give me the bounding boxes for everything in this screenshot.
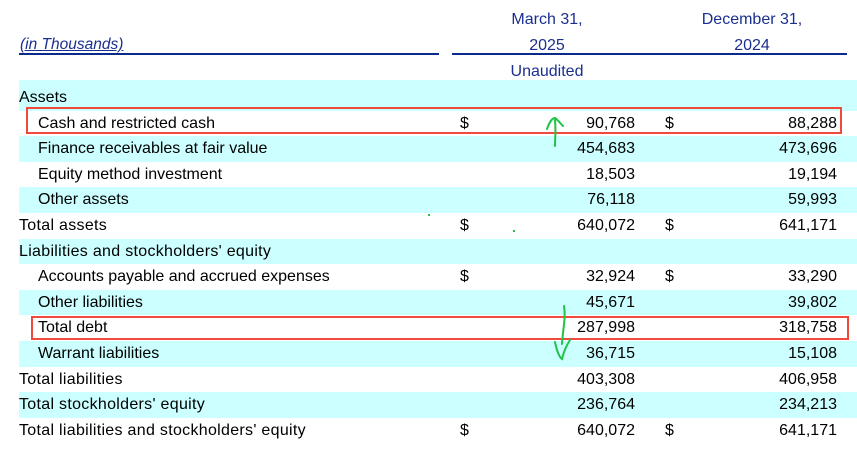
value-2025: 640,072: [577, 421, 635, 439]
value-2024: 641,171: [779, 421, 837, 439]
row-label: Other liabilities: [38, 293, 143, 311]
value-2024: 641,171: [779, 217, 837, 234]
table-row-total-assets: Total assets $ 640,072 $ 641,171: [19, 213, 857, 239]
value-2024: 406,958: [779, 370, 837, 388]
table-row-other-assets: Other assets 76,118 59,993: [19, 187, 857, 213]
row-label: Total liabilities and stockholders' equi…: [19, 421, 306, 439]
row-label: Accounts payable and accrued expenses: [38, 268, 330, 286]
table-row-liabilities-section: Liabilities and stockholders' equity: [19, 238, 857, 265]
currency-symbol: $: [665, 217, 674, 234]
table-row-cash: Cash and restricted cash $ 90,768 $ 88,2…: [19, 111, 857, 137]
currency-symbol: $: [460, 217, 469, 234]
row-label: Liabilities and stockholders' equity: [19, 242, 272, 260]
currency-symbol: $: [460, 268, 469, 286]
row-label: Total debt: [38, 319, 108, 337]
table-row-total-liabilities-and-equity: Total liabilities and stockholders' equi…: [19, 418, 857, 444]
row-label: Other assets: [38, 191, 129, 209]
table-row-other-liabilities: Other liabilities 45,671 39,802: [19, 289, 857, 316]
row-label: Finance receivables at fair value: [38, 140, 268, 158]
table-row-accounts-payable: Accounts payable and accrued expenses $ …: [19, 264, 857, 290]
value-2025: 32,924: [586, 268, 635, 286]
col1-header-line2: 2025: [529, 37, 565, 54]
value-2024: 15,108: [788, 345, 837, 362]
table-row-finance-receivables: Finance receivables at fair value 454,68…: [19, 136, 857, 162]
row-label: Total assets: [19, 217, 108, 234]
col1-header-line1: March 31,: [511, 11, 583, 28]
value-2025: 36,715: [586, 345, 635, 362]
value-2024: 234,213: [779, 396, 837, 414]
table-row-total-equity: Total stockholders' equity 236,764 234,2…: [19, 392, 857, 418]
table-row-assets: Assets: [19, 85, 857, 111]
table-row-warrant-liabilities: Warrant liabilities 36,715 15,108: [19, 341, 857, 367]
value-2024: 88,288: [788, 114, 837, 132]
value-2025: 403,308: [577, 370, 635, 388]
row-label: Warrant liabilities: [38, 345, 160, 362]
value-2025: 640,072: [577, 217, 635, 234]
header-rule-label: [19, 53, 439, 55]
units-label: (in Thousands): [20, 36, 124, 53]
currency-symbol: $: [665, 421, 674, 439]
value-2025: 236,764: [577, 396, 635, 414]
table-row-spacer: [19, 80, 857, 88]
col2-header-line1: December 31,: [701, 11, 803, 28]
value-2025: 454,683: [577, 140, 635, 158]
value-2024: 473,696: [779, 140, 837, 158]
row-label: Assets: [19, 89, 68, 106]
value-2024: 318,758: [779, 319, 837, 337]
value-2025: 90,768: [586, 114, 635, 132]
currency-symbol: $: [665, 268, 674, 286]
row-label: Total stockholders' equity: [19, 396, 206, 414]
currency-symbol: $: [460, 114, 469, 132]
value-2025: 287,998: [577, 319, 635, 337]
row-label: Total liabilities: [19, 370, 123, 388]
col1-header-note: Unaudited: [510, 63, 584, 80]
value-2024: 19,194: [788, 165, 837, 183]
row-label: Cash and restricted cash: [38, 114, 215, 132]
value-2024: 39,802: [788, 293, 837, 311]
table-row-total-liabilities: Total liabilities 403,308 406,958: [19, 367, 857, 393]
row-label: Equity method investment: [38, 165, 223, 183]
value-2024: 59,993: [788, 191, 837, 209]
col2-header-line2: 2024: [734, 37, 770, 54]
value-2025: 45,671: [586, 293, 635, 311]
table-row-equity-method: Equity method investment 18,503 19,194: [19, 162, 857, 188]
currency-symbol: $: [460, 421, 469, 439]
value-2025: 76,118: [587, 191, 635, 209]
header-rule-columns: [452, 53, 847, 55]
value-2024: 33,290: [788, 268, 837, 286]
table-row-total-debt: Total debt 287,998 318,758: [19, 315, 857, 341]
currency-symbol: $: [665, 114, 674, 132]
value-2025: 18,503: [586, 165, 635, 183]
